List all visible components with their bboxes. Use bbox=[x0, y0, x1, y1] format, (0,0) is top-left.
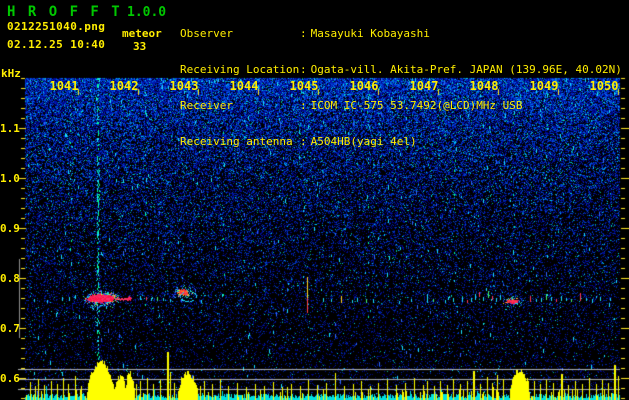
time-tick-label: 1041 bbox=[49, 79, 79, 93]
freq-tick-label: 0.6 bbox=[0, 372, 20, 385]
info-row-antenna: Receiving antenna: A504HB(yagi 4el) bbox=[180, 136, 622, 148]
time-tick-label: 1042 bbox=[109, 79, 139, 93]
info-separator: : bbox=[300, 99, 307, 112]
freq-tick-label: 0.9 bbox=[0, 222, 20, 235]
freq-tick-label: 1.1 bbox=[0, 122, 20, 135]
time-tick-label: 1044 bbox=[229, 79, 259, 93]
time-tick-label: 1049 bbox=[529, 79, 559, 93]
mode-label: meteor bbox=[122, 27, 162, 40]
info-row-observer: Observer: Masayuki Kobayashi bbox=[180, 28, 622, 40]
info-label: Observer bbox=[180, 27, 233, 40]
freq-tick-label: 1.0 bbox=[0, 172, 20, 185]
info-value: ICOM IC-575 53.7492(@LCD)MHz USB bbox=[310, 99, 523, 112]
time-tick-label: 1043 bbox=[169, 79, 199, 93]
info-label: Receiver bbox=[180, 99, 233, 112]
app-version: 1.0.0 bbox=[127, 5, 167, 20]
time-tick-label: 1045 bbox=[289, 79, 319, 93]
output-filename: 0212251040.png bbox=[7, 20, 106, 33]
info-row-receiver: Receiver: ICOM IC-575 53.7492(@LCD)MHz US… bbox=[180, 100, 622, 112]
app-title: H R O F F T bbox=[7, 4, 122, 20]
info-value: Ogata-vill. Akita-Pref. JAPAN (139.96E, … bbox=[310, 63, 622, 76]
info-separator: : bbox=[300, 135, 307, 148]
info-row-location: Receiving Location: Ogata-vill. Akita-Pre… bbox=[180, 64, 622, 76]
info-value: Masayuki Kobayashi bbox=[310, 27, 430, 40]
freq-tick-label: 0.8 bbox=[0, 272, 20, 285]
observation-datetime: 02.12.25 10:40 bbox=[7, 38, 106, 51]
info-separator: : bbox=[300, 63, 307, 76]
info-label: Receiving antenna bbox=[180, 135, 293, 148]
freq-axis-unit: kHz bbox=[1, 67, 21, 80]
time-tick-label: 1048 bbox=[469, 79, 499, 93]
meteor-count: 33 bbox=[133, 40, 147, 53]
time-tick-label: 1047 bbox=[409, 79, 439, 93]
time-tick-label: 1046 bbox=[349, 79, 379, 93]
info-separator: : bbox=[300, 27, 307, 40]
info-value: A504HB(yagi 4el) bbox=[310, 135, 417, 148]
info-label: Receiving Location bbox=[180, 63, 300, 76]
time-tick-label: 1050 bbox=[589, 79, 619, 93]
station-info: Observer: Masayuki Kobayashi Receiving Lo… bbox=[180, 4, 622, 172]
freq-tick-label: 0.7 bbox=[0, 322, 20, 335]
